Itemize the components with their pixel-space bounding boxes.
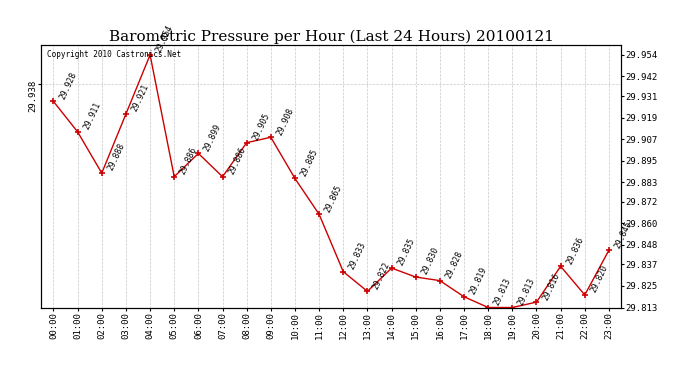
Text: Copyright 2010 Castronics.Net: Copyright 2010 Castronics.Net [47, 50, 181, 59]
Text: 29.828: 29.828 [444, 249, 464, 280]
Text: 29.822: 29.822 [372, 260, 392, 291]
Text: 29.819: 29.819 [469, 266, 489, 296]
Text: 29.835: 29.835 [396, 237, 416, 267]
Text: 29.954: 29.954 [155, 24, 175, 54]
Text: 29.886: 29.886 [179, 146, 199, 176]
Text: 29.928: 29.928 [58, 70, 78, 100]
Text: 29.899: 29.899 [203, 122, 223, 153]
Text: 29.888: 29.888 [106, 142, 126, 172]
Text: 29.921: 29.921 [130, 83, 150, 113]
Text: 29.836: 29.836 [565, 235, 585, 266]
Text: 29.816: 29.816 [541, 271, 561, 302]
Text: 29.813: 29.813 [517, 276, 537, 307]
Text: 29.813: 29.813 [493, 276, 513, 307]
Text: 29.845: 29.845 [613, 219, 633, 249]
Text: 29.905: 29.905 [251, 112, 271, 142]
Text: 29.830: 29.830 [420, 246, 440, 276]
Text: 29.908: 29.908 [275, 106, 295, 136]
Text: 29.833: 29.833 [348, 241, 368, 271]
Text: 29.886: 29.886 [227, 146, 247, 176]
Title: Barometric Pressure per Hour (Last 24 Hours) 20100121: Barometric Pressure per Hour (Last 24 Ho… [109, 30, 553, 44]
Text: 29.820: 29.820 [589, 264, 609, 294]
Text: 29.865: 29.865 [324, 183, 344, 213]
Text: 29.885: 29.885 [299, 147, 319, 178]
Text: 29.911: 29.911 [82, 101, 102, 131]
